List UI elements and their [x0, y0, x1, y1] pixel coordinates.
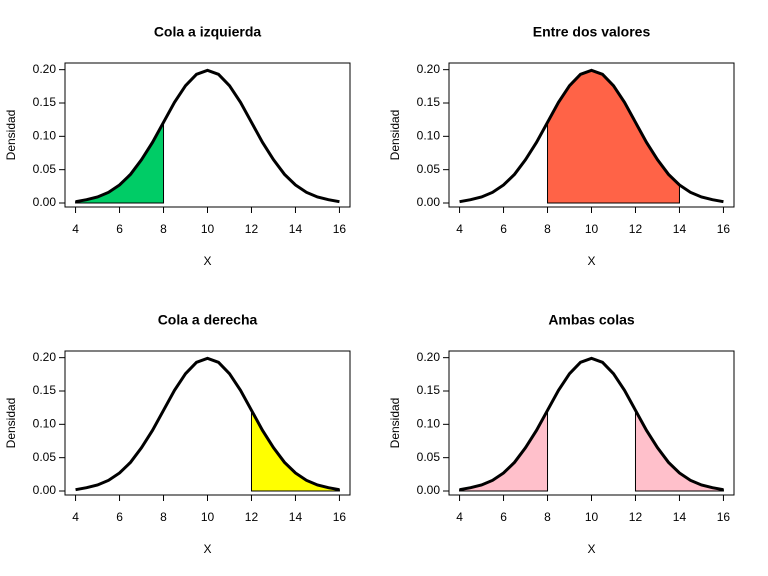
x-tick-label: 12 — [629, 510, 643, 524]
y-tick-label: 0.15 — [33, 383, 57, 397]
chart-title: Entre dos valores — [533, 24, 651, 40]
x-axis-label: X — [203, 254, 211, 268]
y-tick-label: 0.10 — [33, 417, 57, 431]
x-tick-label: 12 — [245, 510, 259, 524]
y-axis-label: Densidad — [388, 398, 402, 449]
plot-frame — [448, 350, 735, 496]
x-tick-label: 8 — [160, 222, 167, 236]
x-tick-label: 16 — [333, 510, 347, 524]
y-tick-label: 0.15 — [417, 383, 441, 397]
panel: Ambas colas X Densidad 4 6 8 10 12 14 16 0.00 0.05 0… — [388, 312, 735, 556]
y-tick-label: 0.05 — [33, 162, 57, 176]
x-tick-label: 12 — [245, 222, 259, 236]
shaded-area — [250, 410, 340, 492]
x-tick-label: 16 — [717, 510, 731, 524]
y-tick-label: 0.05 — [33, 450, 57, 464]
density-curve — [459, 68, 724, 204]
x-tick-label: 8 — [544, 510, 551, 524]
y-tick-label: 0.20 — [417, 350, 441, 364]
chart-title: Ambas colas — [548, 312, 635, 328]
x-tick-label: 14 — [289, 222, 303, 236]
shaded-area — [634, 410, 724, 492]
x-tick-label: 8 — [544, 222, 551, 236]
x-tick-label: 4 — [456, 510, 463, 524]
y-tick-label: 0.20 — [33, 62, 57, 76]
y-axis-label: Densidad — [388, 110, 402, 161]
x-tick-label: 14 — [289, 510, 303, 524]
y-tick-label: 0.05 — [417, 162, 441, 176]
y-tick-label: 0.15 — [33, 95, 57, 109]
chart-title: Cola a derecha — [158, 312, 258, 328]
y-tick-label: 0.10 — [417, 417, 441, 431]
x-tick-label: 16 — [333, 222, 347, 236]
x-tick-label: 4 — [456, 222, 463, 236]
y-tick-label: 0.10 — [417, 129, 441, 143]
panel: Entre dos valores X Densidad 4 6 8 10 12 14 16 0.0… — [388, 24, 735, 268]
y-axis-label: Densidad — [4, 110, 18, 161]
x-tick-label: 16 — [717, 222, 731, 236]
x-tick-label: 10 — [201, 510, 215, 524]
y-tick-label: 0.00 — [417, 195, 441, 209]
y-tick-label: 0.00 — [33, 195, 57, 209]
x-tick-label: 14 — [673, 510, 687, 524]
y-tick-label: 0.15 — [417, 95, 441, 109]
x-tick-label: 10 — [585, 222, 599, 236]
y-tick-label: 0.00 — [33, 483, 57, 497]
shaded-area — [75, 122, 165, 204]
y-tick-label: 0.20 — [33, 350, 57, 364]
plot-frame — [64, 350, 351, 496]
x-tick-label: 6 — [500, 222, 507, 236]
x-tick-label: 12 — [629, 222, 643, 236]
x-tick-label: 4 — [72, 510, 79, 524]
x-tick-label: 6 — [116, 222, 123, 236]
x-axis-label: X — [587, 254, 595, 268]
panel: Cola a izquierda X Densidad 4 6 8 10 12 14 16 0.00… — [4, 24, 351, 268]
y-tick-label: 0.05 — [417, 450, 441, 464]
x-tick-label: 10 — [585, 510, 599, 524]
chart-title: Cola a izquierda — [154, 24, 262, 40]
x-tick-label: 6 — [500, 510, 507, 524]
x-axis-label: X — [203, 542, 211, 556]
y-tick-label: 0.20 — [417, 62, 441, 76]
density-curve — [459, 356, 724, 492]
density-curve — [75, 356, 340, 492]
x-tick-label: 6 — [116, 510, 123, 524]
panel: Cola a derecha X Densidad 4 6 8 10 12 14 16 0.00 0.… — [4, 312, 351, 556]
x-tick-label: 4 — [72, 222, 79, 236]
y-axis-label: Densidad — [4, 398, 18, 449]
x-tick-label: 8 — [160, 510, 167, 524]
plot-frame — [64, 62, 351, 208]
x-tick-label: 10 — [201, 222, 215, 236]
y-tick-label: 0.00 — [417, 483, 441, 497]
y-tick-label: 0.10 — [33, 129, 57, 143]
density-curve — [75, 68, 340, 204]
x-axis-label: X — [587, 542, 595, 556]
shaded-area — [459, 410, 549, 492]
x-tick-label: 14 — [673, 222, 687, 236]
